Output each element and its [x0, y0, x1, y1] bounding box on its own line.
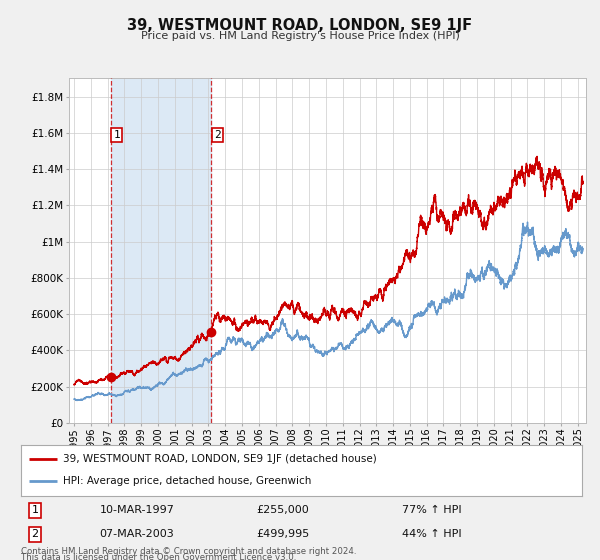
Text: 44% ↑ HPI: 44% ↑ HPI [403, 529, 462, 539]
Text: 10-MAR-1997: 10-MAR-1997 [100, 505, 175, 515]
Text: Price paid vs. HM Land Registry's House Price Index (HPI): Price paid vs. HM Land Registry's House … [140, 31, 460, 41]
Text: 39, WESTMOUNT ROAD, LONDON, SE9 1JF: 39, WESTMOUNT ROAD, LONDON, SE9 1JF [127, 18, 473, 34]
Text: £255,000: £255,000 [257, 505, 310, 515]
Text: HPI: Average price, detached house, Greenwich: HPI: Average price, detached house, Gree… [63, 477, 311, 487]
Text: 1: 1 [113, 129, 120, 139]
Text: £499,995: £499,995 [257, 529, 310, 539]
Bar [111, 78, 211, 423]
Text: 2: 2 [31, 529, 38, 539]
Text: 2: 2 [214, 129, 221, 139]
Text: 07-MAR-2003: 07-MAR-2003 [100, 529, 174, 539]
Text: 39, WESTMOUNT ROAD, LONDON, SE9 1JF (detached house): 39, WESTMOUNT ROAD, LONDON, SE9 1JF (det… [63, 454, 377, 464]
Text: Contains HM Land Registry data © Crown copyright and database right 2024.: Contains HM Land Registry data © Crown c… [21, 547, 356, 556]
Text: 1: 1 [32, 505, 38, 515]
Text: This data is licensed under the Open Government Licence v3.0.: This data is licensed under the Open Gov… [21, 553, 296, 560]
Text: 77% ↑ HPI: 77% ↑ HPI [403, 505, 462, 515]
